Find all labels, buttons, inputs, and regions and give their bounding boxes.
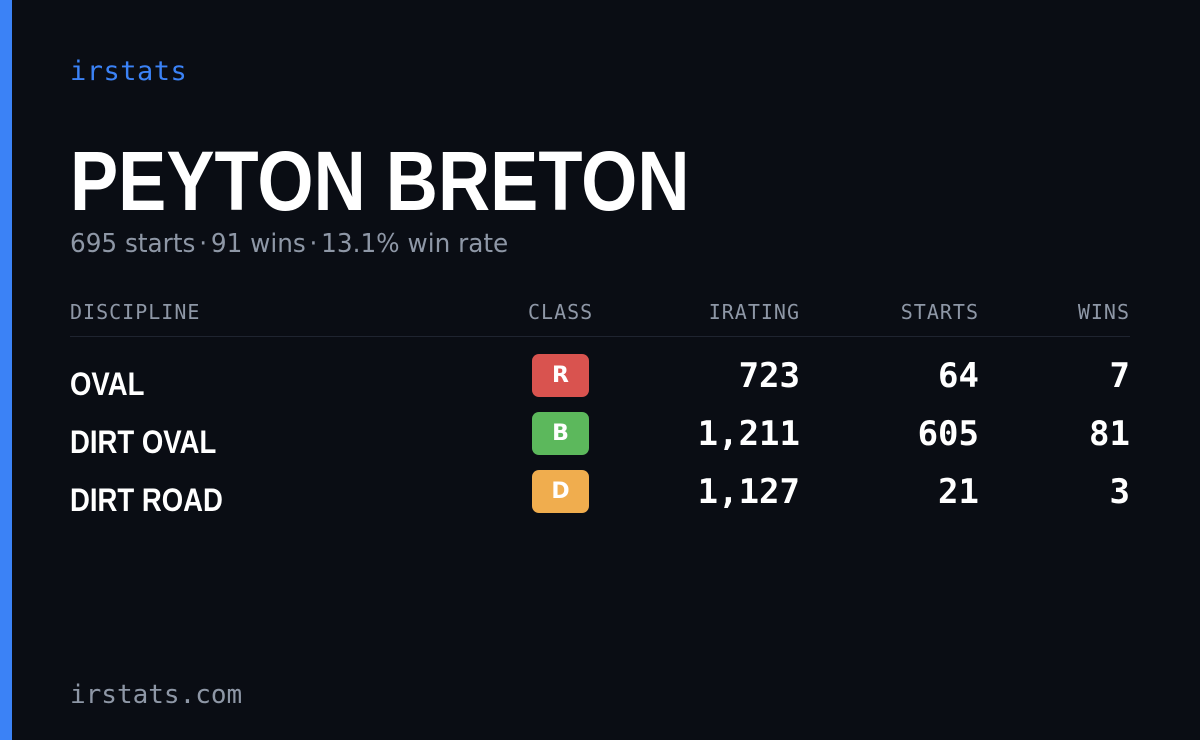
wins-value: 3 [1109,472,1130,512]
table-row: OVAL R 723 64 7 [70,354,1130,412]
player-name: PEYTON BRETON [70,134,690,228]
wins-value: 81 [1089,414,1130,454]
table-body: OVAL R 723 64 7 DIRT OVAL B 1,211 605 81… [70,337,1130,528]
class-badge: D [532,470,589,513]
starts-value: 605 [917,414,979,454]
class-badge: R [532,354,589,397]
starts-value: 64 [938,356,979,396]
brand-logo-text: irstats [70,56,188,87]
footer-url: irstats.com [70,680,243,710]
header-irating: IRATING [708,300,800,324]
irating-value: 723 [738,356,800,396]
discipline-name: DIRT OVAL [70,424,217,460]
player-summary: 695 starts · 91 wins · 13.1% win rate [70,226,508,262]
total-starts: 695 starts [70,229,196,259]
separator: · [309,229,318,259]
discipline-name: DIRT ROAD [70,482,223,518]
table-row: DIRT OVAL B 1,211 605 81 [70,412,1130,470]
separator: · [199,229,208,259]
accent-bar [0,0,12,740]
table-row: DIRT ROAD D 1,127 21 3 [70,470,1130,528]
stats-table: DISCIPLINE CLASS IRATING STARTS WINS OVA… [70,296,1130,528]
starts-value: 21 [938,472,979,512]
irating-value: 1,211 [697,414,800,454]
total-wins: 91 wins [210,229,306,259]
win-rate: 13.1% win rate [321,229,509,259]
discipline-name: OVAL [70,366,145,402]
class-badge: B [532,412,589,455]
header-discipline: DISCIPLINE [70,300,201,324]
table-header: DISCIPLINE CLASS IRATING STARTS WINS [70,296,1130,337]
header-wins: WINS [1077,300,1130,324]
irating-value: 1,127 [697,472,800,512]
header-class: CLASS [528,300,594,324]
wins-value: 7 [1109,356,1130,396]
header-starts: STARTS [900,300,979,324]
